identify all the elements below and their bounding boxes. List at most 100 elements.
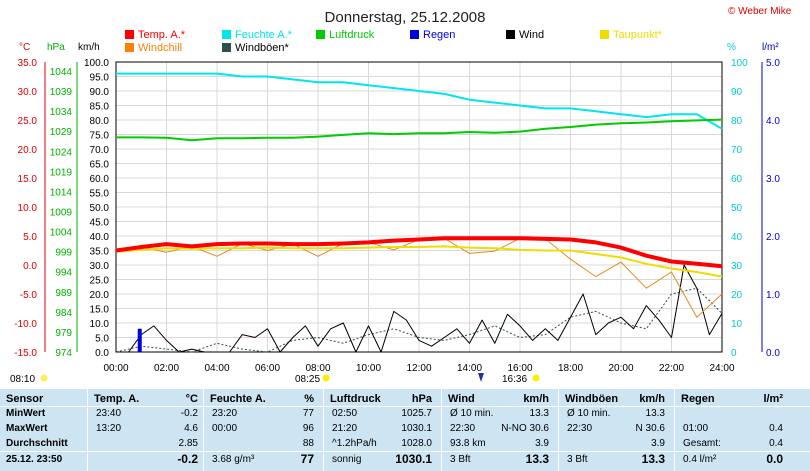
stats-col-unit-4: km/h bbox=[639, 393, 665, 405]
temp-tick-label: 0.0 bbox=[23, 261, 37, 272]
stats-cell-label: 22:30 bbox=[450, 423, 476, 434]
stats-cell-value: 88 bbox=[302, 438, 314, 449]
temp-tick-label: 20.0 bbox=[18, 145, 38, 156]
time-tick-label: 02:00 bbox=[154, 363, 179, 374]
moon-icon bbox=[40, 374, 48, 382]
pressure-tick-label: 984 bbox=[55, 308, 72, 319]
legend-label-2: Luftdruck bbox=[329, 29, 375, 41]
stats-col-unit-0: °C bbox=[185, 393, 198, 405]
stats-cell-value: 2.85 bbox=[178, 438, 198, 449]
humidity-tick-label: 50 bbox=[731, 203, 743, 214]
stats-col-separator bbox=[674, 389, 675, 471]
legend-label-4: Wind bbox=[519, 29, 544, 41]
pressure-tick-label: 989 bbox=[55, 288, 72, 299]
rain-tick-label: 3.0 bbox=[766, 174, 780, 185]
stats-cell-label: 22:30 bbox=[567, 423, 593, 434]
stats-cell-label: Gesamt: bbox=[683, 438, 721, 449]
humidity-tick-label: 60 bbox=[731, 174, 743, 185]
legend-swatch-6 bbox=[125, 43, 134, 52]
temp-tick-label: 25.0 bbox=[18, 116, 38, 127]
stats-col-unit-1: % bbox=[304, 393, 314, 405]
pressure-tick-label: 1004 bbox=[50, 228, 73, 239]
series-line-2 bbox=[115, 287, 723, 353]
wind-tick-label: 55.0 bbox=[90, 189, 110, 200]
stats-cell-value: 77 bbox=[302, 408, 314, 419]
stats-cell-label: Ø 10 min. bbox=[567, 408, 611, 419]
chart-legend: Temp. A.* Feuchte A.* Luftdruck Regen Wind Ta… bbox=[125, 29, 663, 54]
stats-cell-label: 3 Bft bbox=[567, 454, 588, 465]
temp-tick-label: 15.0 bbox=[18, 174, 38, 185]
credit-text: © Weber Mike bbox=[728, 6, 792, 17]
stats-col-title-2: Luftdruck bbox=[330, 393, 381, 405]
legend-swatch-2 bbox=[316, 30, 325, 39]
wind-tick-label: 95.0 bbox=[90, 73, 110, 84]
wind-tick-label: 65.0 bbox=[90, 160, 110, 171]
stats-cell-label: 02:50 bbox=[332, 408, 358, 419]
temp-tick-label: -10.0 bbox=[14, 319, 37, 330]
wind-tick-label: 35.0 bbox=[90, 247, 110, 258]
series-line-5 bbox=[115, 245, 723, 278]
wind-tick-label: 0.0 bbox=[95, 348, 109, 359]
sun-markers: 08:10 08:25 16:36 bbox=[10, 373, 540, 385]
stats-cell-label: 23:40 bbox=[96, 408, 122, 419]
stats-col-title-4: Windböen bbox=[565, 393, 619, 405]
humidity-tick-label: 10 bbox=[731, 319, 743, 330]
stats-cell-value: 77 bbox=[300, 452, 314, 466]
wind-tick-label: 90.0 bbox=[90, 87, 110, 98]
temp-tick-label: 5.0 bbox=[23, 232, 37, 243]
humidity-tick-label: 80 bbox=[731, 116, 743, 127]
stats-cell-label: 21:20 bbox=[332, 423, 358, 434]
series-line-3 bbox=[116, 264, 723, 353]
stats-col-separator bbox=[87, 389, 88, 471]
pressure-unit: hPa bbox=[47, 42, 65, 53]
stats-col-separator bbox=[558, 389, 559, 471]
stats-cell-value: 0.4 bbox=[769, 438, 783, 449]
stats-row-label-4: 25.12. 23:50 bbox=[6, 454, 63, 465]
stats-col-separator bbox=[323, 389, 324, 471]
series-line-1 bbox=[116, 118, 723, 142]
pressure-tick-label: 1034 bbox=[50, 107, 73, 118]
rain-unit: l/m² bbox=[762, 42, 779, 53]
stats-row-label-1: MinWert bbox=[6, 408, 46, 419]
legend-label-1: Feuchte A.* bbox=[235, 29, 293, 41]
humidity-tick-label: 30 bbox=[731, 261, 743, 272]
stats-col-title-5: Regen bbox=[681, 393, 715, 405]
rain-bar bbox=[138, 328, 142, 352]
stats-cell-label: 0.4 l/m² bbox=[683, 454, 717, 465]
stats-cell-value: 1028.0 bbox=[401, 438, 432, 449]
stats-col-title-1: Feuchte A. bbox=[210, 393, 266, 405]
stats-cell-value: 4.6 bbox=[184, 423, 198, 434]
stats-row-label-0: Sensor bbox=[6, 393, 44, 405]
temp-tick-label: 30.0 bbox=[18, 87, 38, 98]
legend-swatch-7 bbox=[222, 43, 231, 52]
wind-tick-label: 15.0 bbox=[90, 305, 110, 316]
legend-label-3: Regen bbox=[423, 29, 455, 41]
wind-tick-label: 30.0 bbox=[90, 261, 110, 272]
humidity-tick-label: 20 bbox=[731, 290, 743, 301]
time-tick-label: 22:00 bbox=[659, 363, 684, 374]
statistics-table: Sensor MinWert MaxWert Durchschnitt 25.12. 2… bbox=[0, 389, 810, 471]
moon-phase-icon bbox=[478, 373, 484, 382]
time-tick-label: 24:00 bbox=[709, 363, 734, 374]
stats-cell-value: 13.3 bbox=[525, 452, 549, 466]
rain-tick-label: 4.0 bbox=[766, 116, 780, 127]
wind-tick-label: 5.0 bbox=[95, 334, 109, 345]
wind-tick-label: 70.0 bbox=[90, 145, 110, 156]
stats-cell-value: -0.2 bbox=[177, 452, 198, 466]
rain-tick-label: 0.0 bbox=[766, 348, 780, 359]
wind-tick-label: 20.0 bbox=[90, 290, 110, 301]
stats-cell-value: 0.4 bbox=[769, 423, 783, 434]
time-tick-label: 10:00 bbox=[356, 363, 381, 374]
pressure-tick-label: 1009 bbox=[50, 208, 73, 219]
rain-tick-label: 2.0 bbox=[766, 232, 780, 243]
pressure-tick-label: 1044 bbox=[50, 67, 73, 78]
wind-tick-label: 60.0 bbox=[90, 174, 110, 185]
stats-cell-value: 96 bbox=[302, 423, 314, 434]
time-tick-label: 18:00 bbox=[558, 363, 583, 374]
wind-tick-label: 25.0 bbox=[90, 276, 110, 287]
stats-col-separator bbox=[441, 389, 442, 471]
stats-cell-value: N-NO 30.6 bbox=[501, 423, 549, 434]
stats-col-unit-3: km/h bbox=[523, 393, 549, 405]
axis-ticks: 35.0 30.0 25.0 20.0 15.0 10.0 5.0 0.0 -5.0 -10.0 -… bbox=[14, 58, 780, 374]
